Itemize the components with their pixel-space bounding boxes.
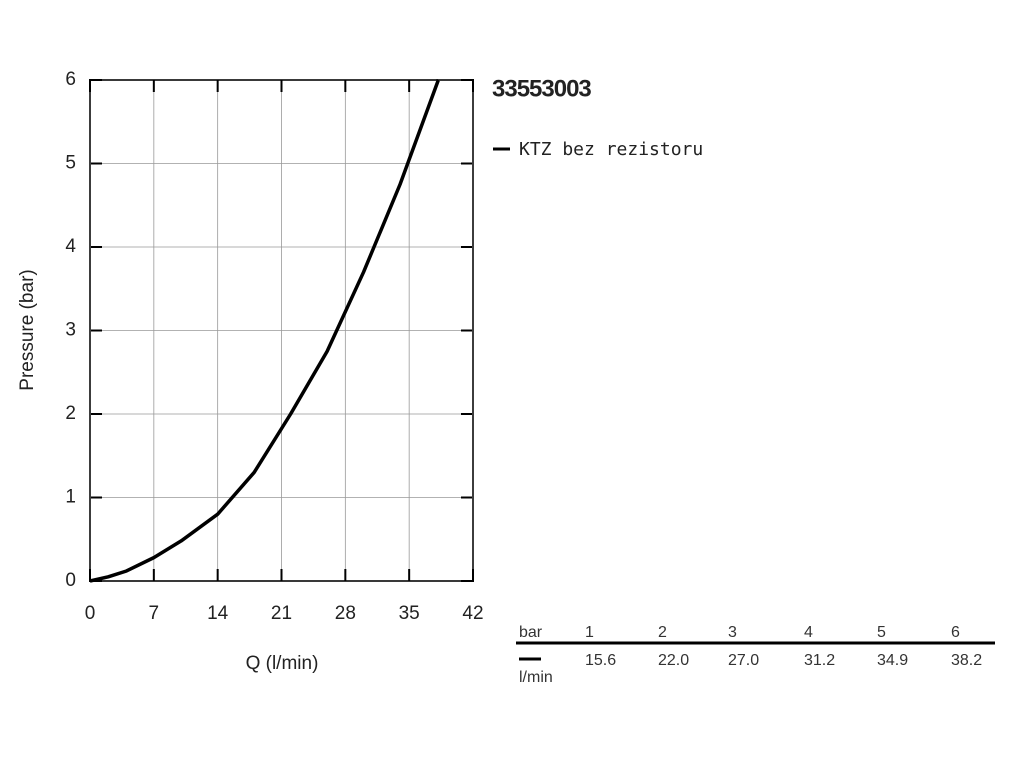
table-header-cell: 5 [877,624,886,641]
table-header-cell: bar [519,624,543,641]
x-axis-label: Q (l/min) [246,653,319,674]
table-row-label: l/min [519,669,553,686]
x-tick-label: 21 [271,603,292,624]
data-line [89,79,440,583]
y-tick-label: 3 [65,320,76,341]
y-axis-label: Pressure (bar) [17,269,38,390]
table-header-cell: 1 [585,624,594,641]
y-tick-label: 2 [65,403,76,424]
y-tick-label: 0 [65,570,76,591]
y-tick-label: 6 [65,69,76,90]
y-tick-label: 5 [65,153,76,174]
table-cell: 27.0 [728,652,759,669]
x-tick-label: 42 [462,603,483,624]
x-tick-label: 0 [85,603,96,624]
x-tick-label: 7 [149,603,160,624]
table-cell: 34.9 [877,652,908,669]
table-cell: 31.2 [804,652,835,669]
y-tick-label: 4 [65,236,76,257]
x-tick-label: 35 [399,603,420,624]
table-header-cell: 2 [658,624,667,641]
x-tick-label: 28 [335,603,356,624]
chart-title: 33553003 [492,75,591,102]
table-cell: 22.0 [658,652,689,669]
table-cell: 15.6 [585,652,616,669]
y-tick-label: 1 [65,487,76,508]
table-cell: 38.2 [951,652,982,669]
table-header-cell: 4 [804,624,813,641]
table-header-cell: 3 [728,624,737,641]
table-header-cell: 6 [951,624,960,641]
x-tick-label: 14 [207,603,229,624]
legend-label: KTZ bez rezistoru [519,139,703,160]
